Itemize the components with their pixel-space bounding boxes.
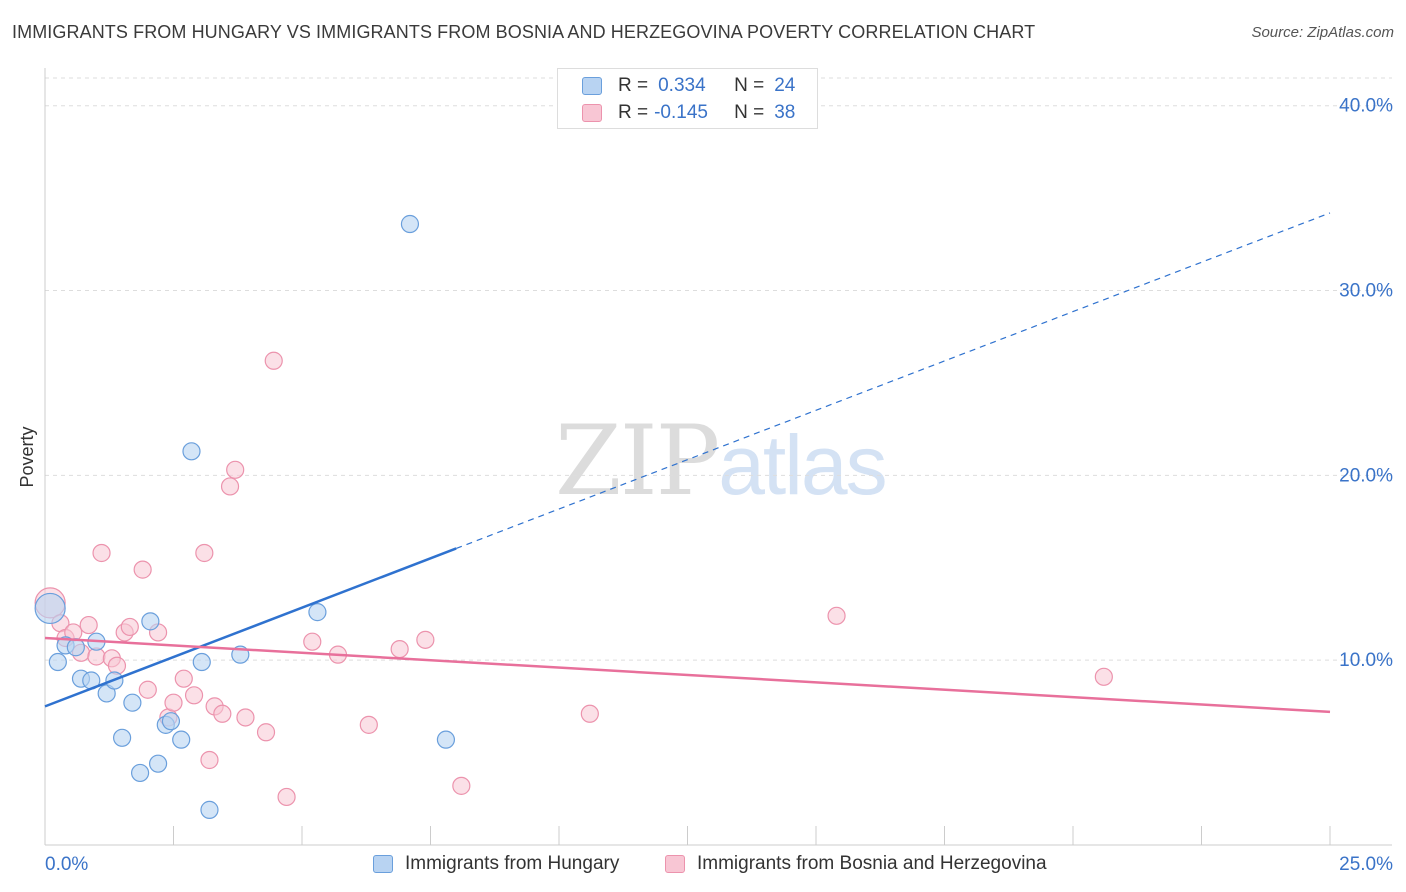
series-legend-hungary: Immigrants from Hungary: [373, 852, 619, 876]
series-label-hungary: Immigrants from Hungary: [405, 853, 620, 874]
legend-r-value: -0.145: [654, 102, 708, 123]
bosnia-point: [264, 351, 283, 370]
bosnia-point: [92, 543, 111, 563]
bosnia-point: [580, 704, 599, 723]
hungary-point: [112, 728, 132, 747]
series-legend-bosnia: Immigrants from Bosnia and Herzegovina: [665, 852, 1047, 876]
bosnia-point: [277, 787, 296, 807]
y-tick-label: 30.0%: [1339, 281, 1393, 302]
legend-n-value: 38: [774, 102, 796, 123]
hungary-point: [148, 754, 168, 773]
bosnia-point: [213, 704, 232, 723]
legend-swatch-bosnia: [582, 104, 602, 122]
source-label: Source: ZipAtlas.com: [1251, 24, 1394, 41]
legend-r-value: 0.334: [658, 75, 706, 96]
x-tick-label-min: 0.0%: [45, 854, 88, 875]
legend-r-label: R =: [618, 102, 649, 123]
legend-n-value: 24: [774, 75, 796, 96]
y-axis-title: Poverty: [17, 426, 37, 487]
correlation-legend: R = 0.334 N = 24 R = -0.145 N = 38: [557, 68, 818, 129]
hungary-point: [192, 652, 211, 672]
bosnia-point: [226, 460, 245, 479]
hungary-point: [48, 652, 67, 672]
y-tick-label: 40.0%: [1339, 96, 1393, 117]
bosnia-point: [220, 477, 240, 496]
bosnia-trend-line: [44, 636, 1331, 714]
legend-row-hungary: R = 0.334 N = 24: [582, 74, 795, 98]
hungary-point: [436, 730, 456, 749]
hungary-point: [34, 592, 66, 625]
bosnia-point: [133, 560, 152, 579]
hungary-point: [123, 693, 142, 712]
bosnia-point: [107, 656, 127, 675]
bosnia-point: [390, 639, 409, 659]
bosnia-point: [138, 680, 157, 699]
hungary-point: [182, 442, 201, 461]
bosnia-point: [174, 669, 193, 688]
bosnia-point: [827, 606, 846, 625]
y-tick-label: 20.0%: [1339, 465, 1393, 486]
x-tick-label-max: 25.0%: [1339, 854, 1393, 875]
y-tick-label: 10.0%: [1339, 650, 1393, 671]
bosnia-point: [79, 615, 98, 635]
legend-n-label: N =: [734, 75, 765, 96]
hungary-point: [400, 214, 420, 234]
bosnia-point: [120, 617, 139, 637]
hungary-trend-extension: [455, 212, 1331, 550]
bosnia-point: [256, 723, 276, 742]
series-label-bosnia: Immigrants from Bosnia and Herzegovina: [697, 853, 1047, 874]
hungary-point: [200, 800, 219, 819]
bosnia-point: [1094, 667, 1113, 686]
bosnia-point: [452, 776, 471, 795]
legend-swatch-hungary: [582, 77, 602, 95]
hungary-point: [172, 730, 191, 749]
bosnia-point: [236, 708, 255, 727]
bosnia-point: [303, 632, 322, 651]
hungary-trend-line: [44, 547, 457, 708]
bosnia-point: [200, 750, 219, 770]
legend-n-label: N =: [734, 102, 765, 123]
hungary-point: [130, 763, 150, 783]
bosnia-point: [184, 686, 204, 705]
bosnia-point: [416, 630, 435, 649]
hungary-point: [161, 712, 181, 731]
bosnia-point: [164, 693, 183, 712]
hungary-point: [308, 603, 327, 622]
legend-row-bosnia: R = -0.145 N = 38: [582, 101, 795, 125]
bosnia-point: [195, 543, 214, 563]
series-swatch-hungary: [373, 855, 393, 873]
bosnia-point: [359, 715, 378, 734]
series-swatch-bosnia: [665, 855, 685, 873]
hungary-point: [141, 612, 160, 631]
chart-title: IMMIGRANTS FROM HUNGARY VS IMMIGRANTS FR…: [12, 22, 1036, 42]
legend-r-label: R =: [618, 75, 649, 96]
